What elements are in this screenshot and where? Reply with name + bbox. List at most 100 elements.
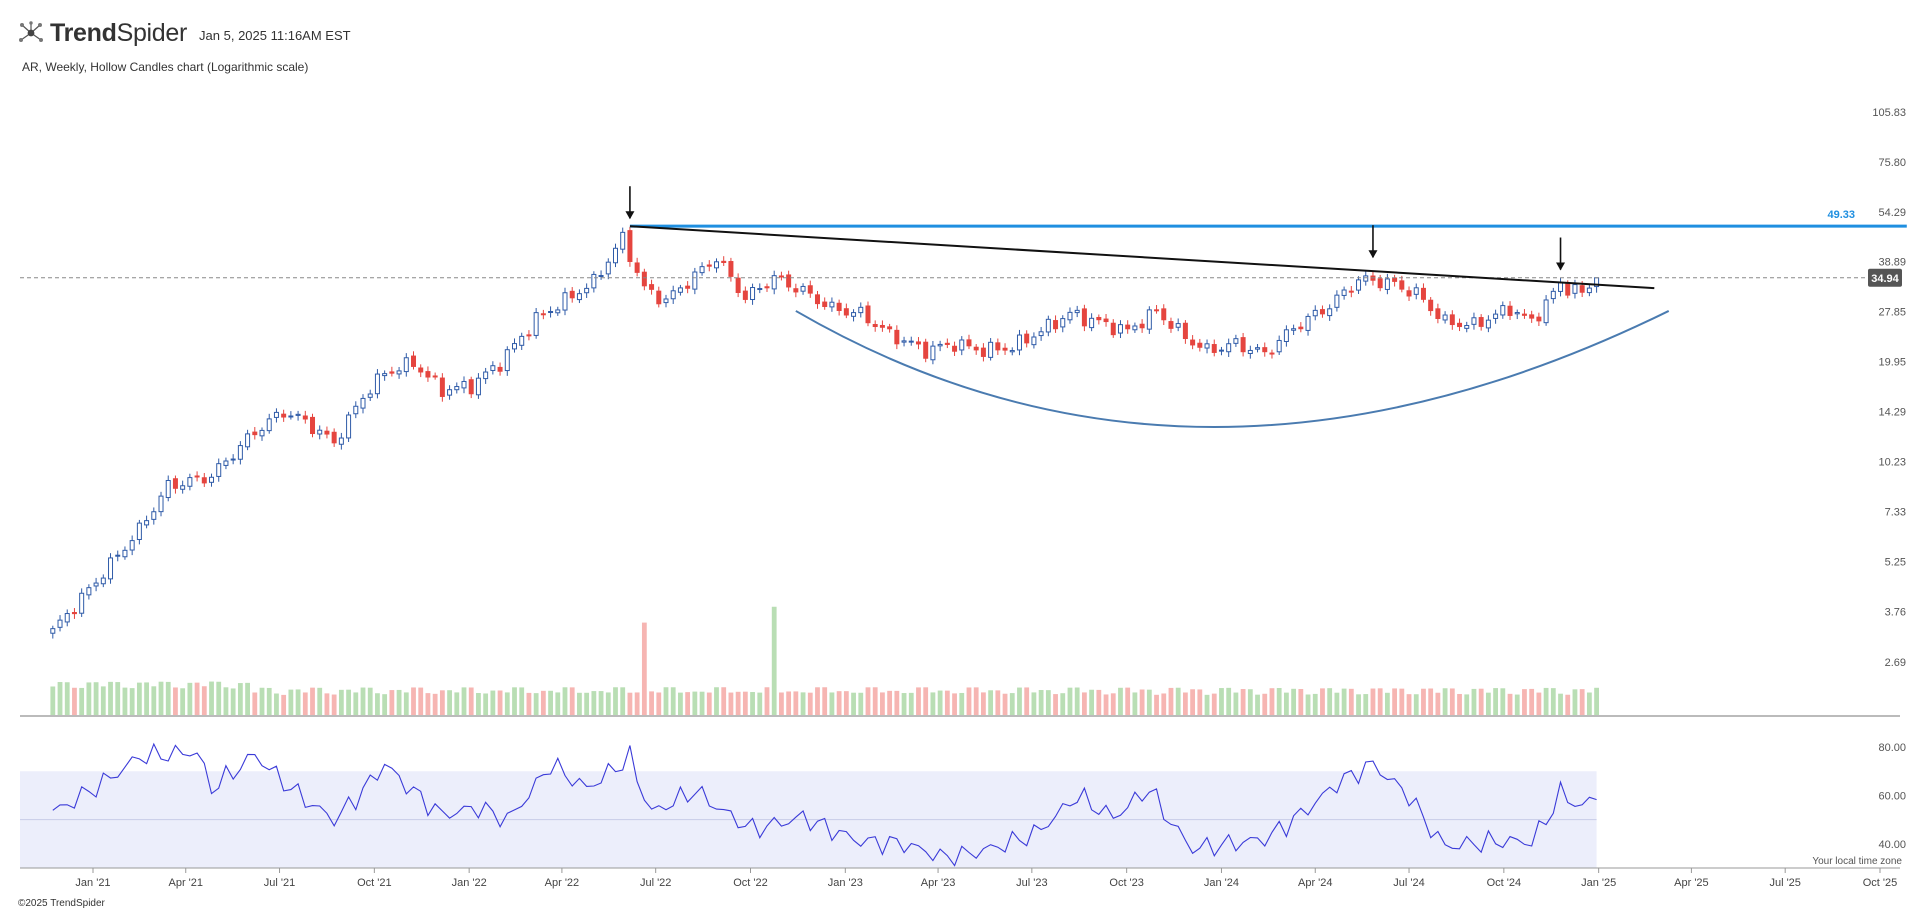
x-axis-label: Oct '24 — [1487, 877, 1522, 889]
candle-body — [1197, 342, 1203, 348]
candle-body — [1464, 325, 1470, 329]
volume-bar — [1536, 692, 1542, 715]
candle-body — [1327, 308, 1333, 317]
candle-body — [1096, 316, 1102, 321]
volume-bar — [908, 692, 914, 715]
candle-body — [1211, 344, 1217, 353]
price-axis-label: 14.29 — [1878, 407, 1906, 419]
volume-bar — [1421, 688, 1426, 715]
volume-bar — [872, 687, 878, 715]
candle-body — [1420, 287, 1426, 300]
volume-bar — [144, 682, 149, 715]
volume-bar — [598, 691, 604, 715]
candle-body — [1038, 331, 1044, 337]
volume-bar — [1038, 690, 1044, 715]
price-axis-label: 38.89 — [1878, 257, 1906, 269]
x-axis-label: Apr '24 — [1298, 877, 1333, 889]
volume-bar — [1168, 687, 1174, 715]
candle-body — [533, 312, 539, 336]
candle-body — [605, 261, 611, 275]
candle-body — [793, 288, 799, 293]
candle-body — [273, 411, 279, 418]
candle-body — [1399, 280, 1405, 290]
candle-body — [980, 347, 986, 357]
volume-bar — [432, 693, 438, 715]
candle-body — [1045, 318, 1051, 333]
volume-bar — [1449, 688, 1455, 715]
volume-bar — [1002, 693, 1008, 715]
volume-bar — [1464, 694, 1470, 715]
candle-body — [649, 284, 655, 290]
candle-body — [346, 414, 352, 439]
candle-body — [115, 554, 121, 557]
volume-bar — [57, 682, 63, 715]
volume-bar — [180, 688, 186, 715]
candle-body — [1255, 347, 1261, 350]
candle-body — [144, 520, 150, 526]
candle-body — [540, 313, 546, 316]
x-axis-label: Jan '22 — [452, 877, 487, 889]
candle-body — [685, 285, 691, 289]
candle-body — [396, 370, 402, 375]
candle-body — [1319, 309, 1325, 315]
last-price-label-bg — [1868, 268, 1902, 287]
volume-bar — [1060, 693, 1066, 715]
candle-body — [656, 290, 662, 305]
candle-body — [1586, 287, 1592, 294]
volume-bar — [1377, 688, 1383, 715]
candle-body — [310, 416, 316, 435]
volume-bar — [988, 690, 994, 715]
candle-body — [1363, 275, 1369, 282]
volume-bar — [1500, 688, 1506, 715]
candle-body — [64, 613, 70, 623]
candle-body — [439, 377, 445, 397]
volume-bar — [411, 687, 416, 715]
candle-body — [1550, 290, 1556, 300]
volume-bar — [490, 690, 496, 715]
candle-body — [1536, 316, 1542, 322]
candle-body — [447, 389, 453, 396]
volume-bar — [122, 687, 128, 715]
candle-body — [598, 275, 604, 278]
candle-body — [374, 373, 380, 395]
volume-bar — [656, 692, 662, 715]
candle-body — [259, 429, 265, 437]
candle-body — [742, 290, 748, 300]
volume-bar — [86, 682, 92, 715]
volume-bar — [843, 691, 849, 715]
volume-bar — [1413, 694, 1419, 715]
x-axis-label: Jan '24 — [1204, 877, 1239, 889]
volume-bar — [1406, 694, 1412, 715]
volume-bar — [858, 692, 864, 715]
candle-body — [1060, 318, 1066, 328]
candle-body — [216, 463, 222, 477]
volume-bar — [894, 690, 900, 715]
volume-bar — [1478, 688, 1484, 715]
x-axis-label: Jul '21 — [264, 877, 295, 889]
volume-bar — [1118, 687, 1123, 715]
candle-body — [475, 377, 481, 396]
candle-body — [281, 413, 287, 418]
candle-body — [1291, 328, 1297, 331]
volume-bar — [887, 690, 893, 715]
candle-body — [1392, 277, 1398, 282]
candle-body — [1485, 319, 1491, 329]
candle-body — [887, 326, 893, 330]
candle-body — [302, 415, 308, 420]
volume-bar — [1255, 694, 1260, 715]
volume-bar — [829, 692, 835, 715]
volume-bar — [129, 688, 135, 715]
candle-body — [634, 262, 640, 273]
volume-bar — [685, 692, 691, 715]
candle-body — [1493, 313, 1499, 319]
volume-bar — [1031, 692, 1037, 715]
volume-bar — [1146, 689, 1152, 715]
candle-body — [295, 413, 301, 416]
candle-body — [1406, 290, 1412, 297]
volume-bar — [476, 692, 481, 715]
volume-bar — [995, 690, 1001, 715]
candle-body — [1442, 314, 1448, 321]
candle-body — [1334, 294, 1340, 308]
volume-bar — [237, 683, 243, 715]
